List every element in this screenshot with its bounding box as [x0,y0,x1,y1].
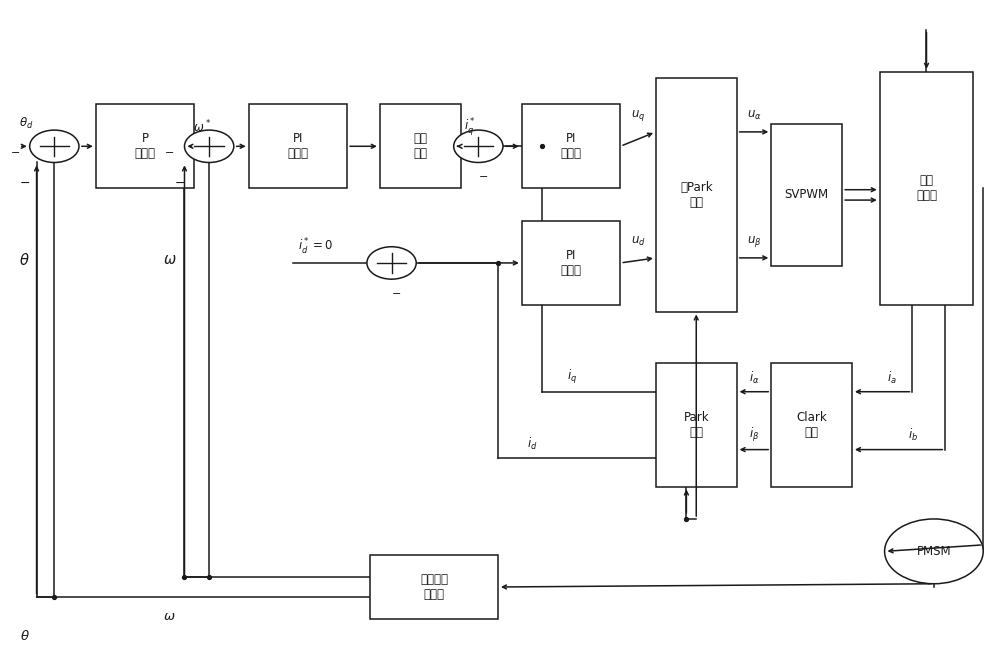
Bar [656,78,737,312]
Text: PI
控制器: PI 控制器 [561,132,582,160]
Text: $u_\beta$: $u_\beta$ [747,234,761,249]
Text: $u_q$: $u_q$ [631,108,645,123]
Text: $i_d^*=0$: $i_d^*=0$ [298,236,333,257]
Text: $\omega$: $\omega$ [163,610,176,623]
Text: 速度及位
置检测: 速度及位 置检测 [420,573,448,601]
Circle shape [30,130,79,162]
Text: 限幅
环节: 限幅 环节 [413,132,427,160]
Circle shape [184,130,234,162]
Circle shape [885,519,983,584]
Text: $i_b$: $i_b$ [908,427,918,444]
Text: $u_\alpha$: $u_\alpha$ [747,109,761,122]
Text: $u_d$: $u_d$ [631,235,645,248]
Text: $-$: $-$ [174,175,185,189]
Text: $\theta$: $\theta$ [19,252,30,267]
Text: P
控制器: P 控制器 [135,132,156,160]
Text: Clark
变换: Clark 变换 [796,411,827,439]
Text: $-$: $-$ [19,175,30,189]
Bar [370,555,498,620]
Text: PI
控制器: PI 控制器 [561,249,582,277]
Bar [771,363,852,487]
Bar [522,221,620,305]
Text: $i_q$: $i_q$ [567,369,577,387]
Text: $i_d$: $i_d$ [527,436,538,452]
Text: $-$: $-$ [164,146,175,156]
Text: $-$: $-$ [478,170,488,180]
Text: $\theta$: $\theta$ [20,629,30,643]
Text: $\omega$: $\omega$ [163,252,176,267]
Text: $\theta_d$: $\theta_d$ [19,116,33,131]
Text: $i_a$: $i_a$ [887,369,897,385]
Bar [96,104,194,189]
Bar [380,104,461,189]
Text: Park
变换: Park 变换 [683,411,709,439]
Text: SVPWM: SVPWM [785,189,829,201]
Bar [249,104,347,189]
Bar [880,71,973,305]
Text: PI
控制器: PI 控制器 [287,132,308,160]
Text: $i_\alpha$: $i_\alpha$ [749,369,759,385]
Text: 三相
逆变器: 三相 逆变器 [916,174,937,203]
Text: PMSM: PMSM [917,545,951,558]
Bar [656,363,737,487]
Text: 反Park
变换: 反Park 变换 [680,181,713,209]
Circle shape [367,247,416,279]
Circle shape [454,130,503,162]
Bar [522,104,620,189]
Bar [771,124,842,266]
Text: $\omega^*$: $\omega^*$ [193,118,211,135]
Text: $i_q^*$: $i_q^*$ [464,116,475,138]
Text: $-$: $-$ [10,146,20,156]
Text: $i_\beta$: $i_\beta$ [749,426,759,444]
Text: $-$: $-$ [391,287,402,297]
